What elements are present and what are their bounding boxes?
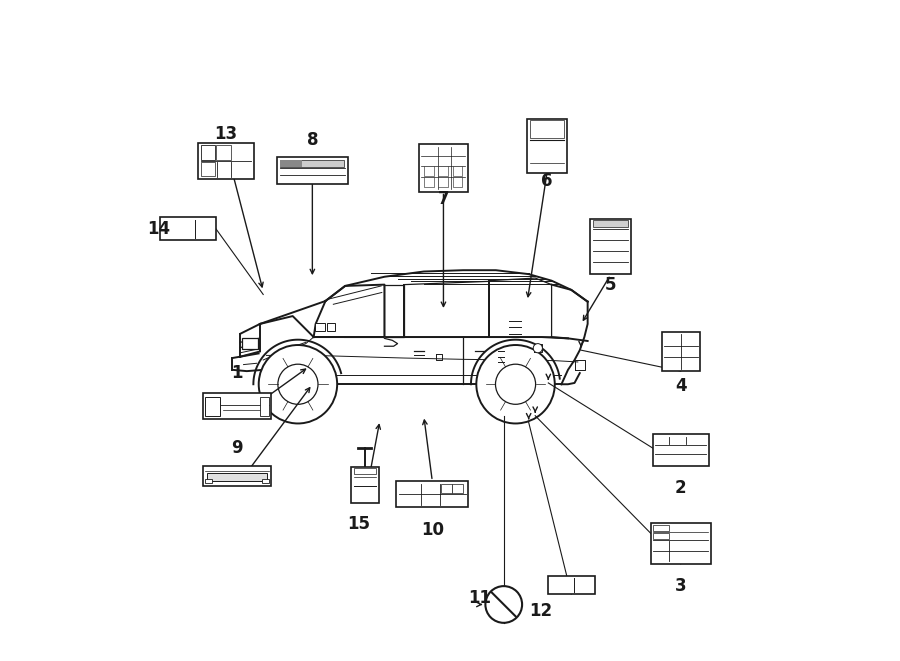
Bar <box>280 160 302 167</box>
Bar <box>351 467 379 502</box>
Text: 7: 7 <box>437 190 449 208</box>
Bar <box>160 217 216 241</box>
Bar <box>262 479 269 483</box>
Bar <box>527 119 567 173</box>
Circle shape <box>496 364 536 405</box>
Bar <box>202 393 272 419</box>
Bar <box>441 484 452 493</box>
Text: 13: 13 <box>214 125 238 143</box>
Bar <box>396 481 468 508</box>
Text: 10: 10 <box>421 521 444 539</box>
Bar <box>453 166 462 176</box>
Bar <box>593 220 628 227</box>
Bar <box>201 145 215 159</box>
Bar <box>206 473 267 481</box>
Bar <box>202 466 272 486</box>
Bar <box>205 479 212 483</box>
Polygon shape <box>384 338 398 346</box>
Bar <box>328 323 336 330</box>
Text: 1: 1 <box>231 364 243 382</box>
Bar <box>548 576 595 594</box>
Bar <box>424 177 434 187</box>
Bar <box>198 143 254 179</box>
Bar <box>277 157 347 184</box>
Bar <box>280 160 345 167</box>
Bar <box>453 177 462 187</box>
Circle shape <box>258 345 338 424</box>
Bar <box>205 397 220 416</box>
Bar <box>652 434 709 465</box>
Text: 2: 2 <box>675 479 687 497</box>
Text: 11: 11 <box>468 589 491 607</box>
Text: 14: 14 <box>147 220 170 238</box>
Bar <box>259 397 269 416</box>
Bar <box>438 177 448 187</box>
Text: 8: 8 <box>307 132 318 149</box>
Circle shape <box>476 345 554 424</box>
Text: 4: 4 <box>675 377 687 395</box>
Bar <box>315 323 326 330</box>
Text: 6: 6 <box>541 172 553 190</box>
Text: 15: 15 <box>346 515 370 533</box>
Circle shape <box>485 586 522 623</box>
Bar <box>453 484 464 493</box>
Bar <box>354 468 376 475</box>
Bar <box>653 533 669 539</box>
Text: 3: 3 <box>675 577 687 595</box>
Bar <box>530 120 564 137</box>
Circle shape <box>533 344 543 353</box>
Circle shape <box>278 364 318 405</box>
Bar <box>662 332 699 371</box>
Text: 12: 12 <box>529 602 552 620</box>
Bar <box>242 338 258 349</box>
Text: 9: 9 <box>231 440 243 457</box>
Bar <box>438 166 448 176</box>
Bar <box>216 145 231 159</box>
Bar <box>201 162 215 176</box>
Bar <box>424 166 434 176</box>
Bar <box>653 525 669 531</box>
Text: 5: 5 <box>605 276 617 293</box>
Bar <box>590 219 631 274</box>
Bar <box>418 144 468 192</box>
Bar <box>651 524 711 564</box>
